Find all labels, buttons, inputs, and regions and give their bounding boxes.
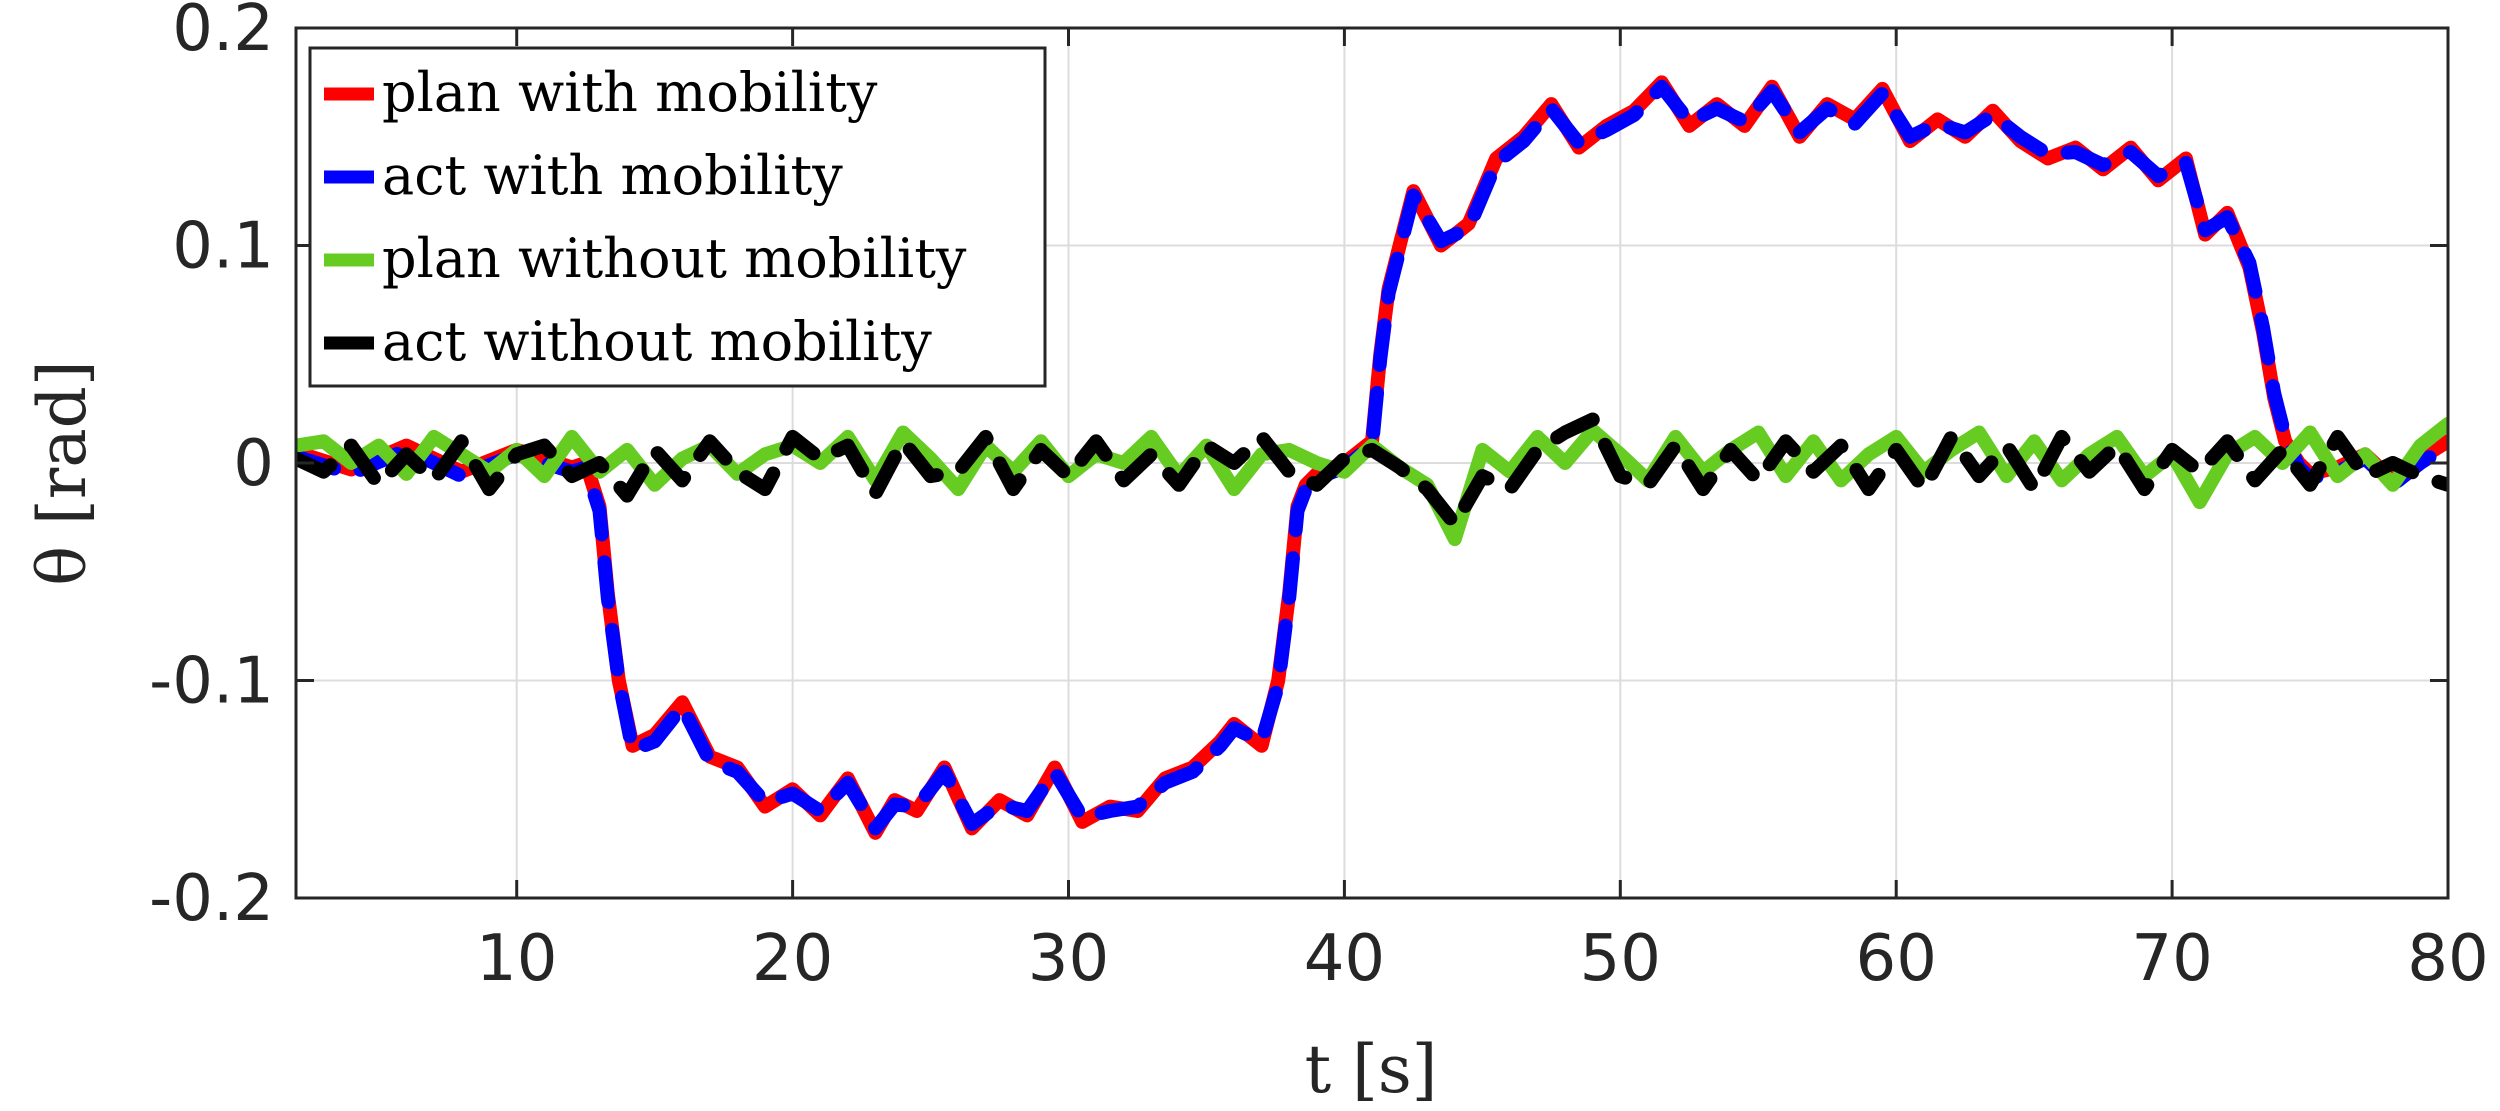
x-tick-label: 20 (752, 922, 833, 996)
series-line-act-with-mobility (296, 79, 2448, 836)
x-tick-label: 30 (1028, 922, 1109, 996)
y-tick-label: 0 (233, 427, 274, 501)
x-tick-label: 60 (1855, 922, 1936, 996)
y-tick-label: -0.1 (149, 645, 274, 719)
tick-layer: 10 20 30 40 50 60 70 80 -0.2 -0.1 0 0.1 0.2 (149, 0, 2489, 996)
legend-label-plan-without-mobility: plan without mobility (382, 227, 967, 290)
legend-label-act-without-mobility: act without mobility (382, 310, 932, 373)
y-tick-label: 0.1 (172, 210, 274, 284)
legend-box (308, 46, 1047, 388)
legend-label-plan-with-mobility: plan with mobility (382, 61, 878, 124)
y-tick-label: 0.2 (172, 0, 274, 66)
legend-label-act-with-mobility: act with mobility (382, 144, 843, 207)
x-axis-label: t [s] (1305, 1031, 1438, 1108)
legend: plan with mobility act with mobility plan … (308, 46, 1047, 388)
series-line-act-without-mobility (296, 412, 2448, 531)
x-tick-label: 10 (476, 922, 557, 996)
x-tick-label: 70 (2131, 922, 2212, 996)
y-axis-label: θ [rad] (24, 360, 101, 585)
y-tick-label: -0.2 (149, 862, 274, 936)
x-tick-label: 40 (1304, 922, 1385, 996)
x-tick-label: 50 (1580, 922, 1661, 996)
x-tick-label: 80 (2407, 922, 2488, 996)
series-layer (296, 75, 2448, 840)
